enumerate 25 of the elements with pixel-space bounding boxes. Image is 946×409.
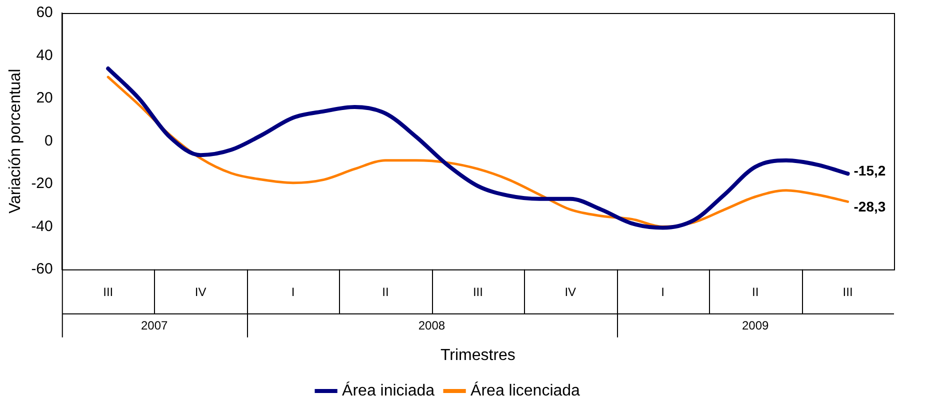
y-tick-label: 40 bbox=[36, 46, 53, 64]
x-axis-title: Trimestres bbox=[440, 346, 516, 364]
y-axis-title: Variación porcentual bbox=[7, 68, 24, 214]
y-tick-label: -60 bbox=[31, 260, 53, 278]
x-tick-label: III bbox=[842, 284, 853, 299]
data-label: -28,3 bbox=[854, 198, 886, 215]
y-tick-label: 0 bbox=[44, 132, 53, 150]
x-tick-label: IV bbox=[564, 284, 576, 299]
text: 2007 bbox=[140, 318, 168, 333]
x-tick-label: I bbox=[291, 284, 295, 299]
x-tick-label: II bbox=[382, 284, 389, 299]
y-tick-label: 20 bbox=[36, 90, 53, 107]
x-tick-label: II bbox=[752, 284, 759, 299]
x-tick-label: I bbox=[661, 284, 665, 299]
x-tick-label: III bbox=[103, 284, 114, 299]
text: 2009 bbox=[742, 318, 769, 333]
text: 2008 bbox=[418, 318, 446, 333]
x-tick-label: III bbox=[472, 284, 483, 299]
data-label: -15,2 bbox=[854, 162, 886, 179]
legend-label: Área iniciada bbox=[342, 381, 435, 400]
y-tick-label: -40 bbox=[31, 218, 53, 235]
legend-label: Área licenciada bbox=[470, 381, 580, 400]
x-tick-label: IV bbox=[194, 284, 206, 299]
y-tick-label: 60 bbox=[36, 4, 53, 22]
y-tick-label: -20 bbox=[31, 175, 53, 192]
